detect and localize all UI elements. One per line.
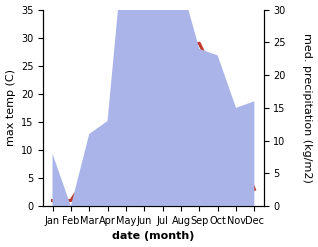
Y-axis label: med. precipitation (kg/m2): med. precipitation (kg/m2) bbox=[302, 33, 313, 183]
Y-axis label: max temp (C): max temp (C) bbox=[5, 69, 16, 146]
X-axis label: date (month): date (month) bbox=[112, 231, 195, 242]
